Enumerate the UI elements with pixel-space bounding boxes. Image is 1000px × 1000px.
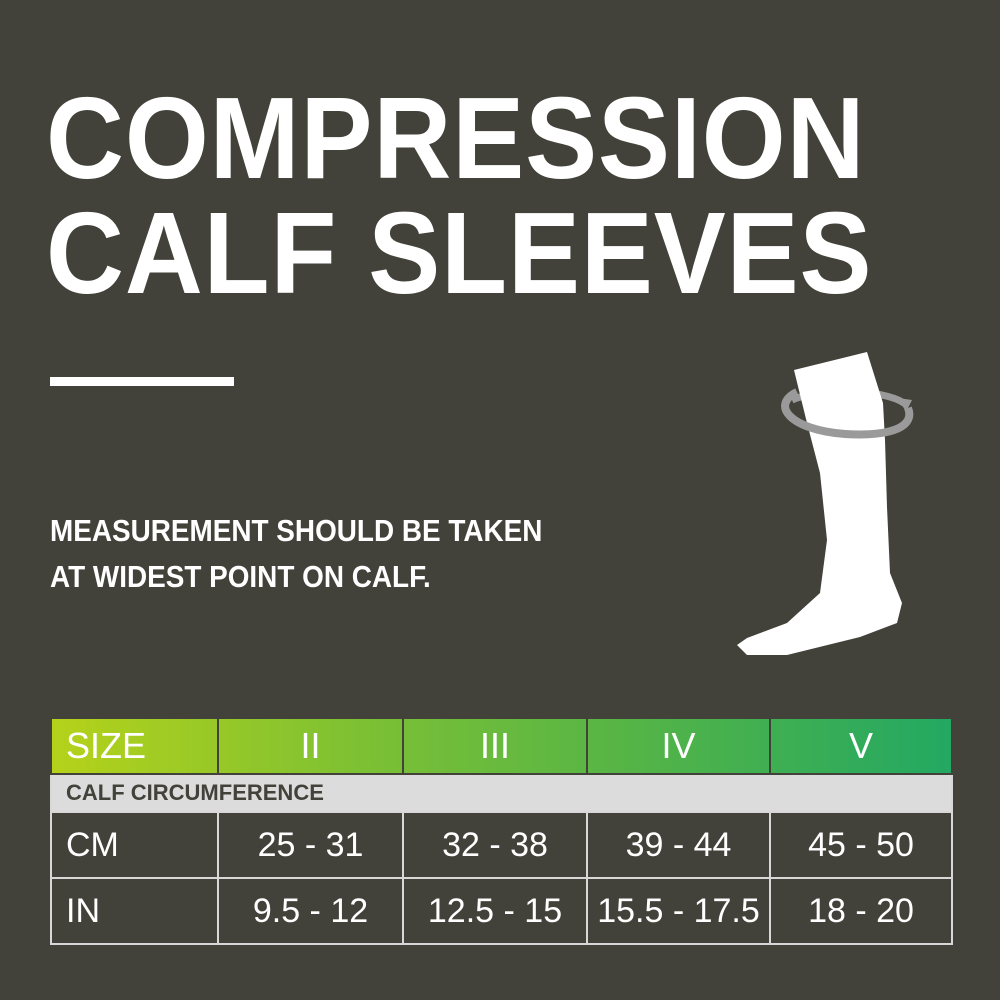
table-row-in: IN 9.5 - 12 12.5 - 15 15.5 - 17.5 18 - 2… — [50, 877, 953, 945]
unit-label: CM — [50, 811, 219, 879]
ring-front — [781, 388, 914, 439]
table-cell: 18 - 20 — [769, 877, 953, 945]
sock-shape — [737, 352, 902, 655]
size-ii: II — [217, 717, 404, 775]
size-iii: III — [402, 717, 588, 775]
size-v: V — [769, 717, 953, 775]
size-header-row: SIZE II III IV V — [50, 717, 953, 775]
table-row-cm: CM 25 - 31 32 - 38 39 - 44 45 - 50 — [50, 811, 953, 879]
title-line-2: CALF SLEEVES — [46, 188, 873, 318]
measurement-instruction: MEASUREMENT SHOULD BE TAKEN AT WIDEST PO… — [50, 508, 542, 600]
size-chart-table: SIZE II III IV V CALF CIRCUMFERENCE CM 2… — [50, 717, 953, 945]
table-cell: 45 - 50 — [769, 811, 953, 879]
arrow-head-icon — [898, 398, 912, 412]
title-line-1: COMPRESSION — [46, 73, 866, 203]
table-cell: 32 - 38 — [402, 811, 588, 879]
table-cell: 39 - 44 — [586, 811, 771, 879]
size-header-label: SIZE — [50, 717, 219, 775]
instruction-line-1: MEASUREMENT SHOULD BE TAKEN — [50, 513, 543, 548]
table-cell: 9.5 - 12 — [217, 877, 404, 945]
divider — [50, 377, 234, 386]
table-cell: 12.5 - 15 — [402, 877, 588, 945]
table-cell: 25 - 31 — [217, 811, 404, 879]
subheader-row: CALF CIRCUMFERENCE — [50, 773, 953, 813]
calf-circumference-label: CALF CIRCUMFERENCE — [50, 773, 953, 813]
size-iv: IV — [586, 717, 771, 775]
instruction-line-2: AT WIDEST POINT ON CALF. — [50, 559, 431, 594]
unit-label: IN — [50, 877, 219, 945]
table-cell: 15.5 - 17.5 — [586, 877, 771, 945]
